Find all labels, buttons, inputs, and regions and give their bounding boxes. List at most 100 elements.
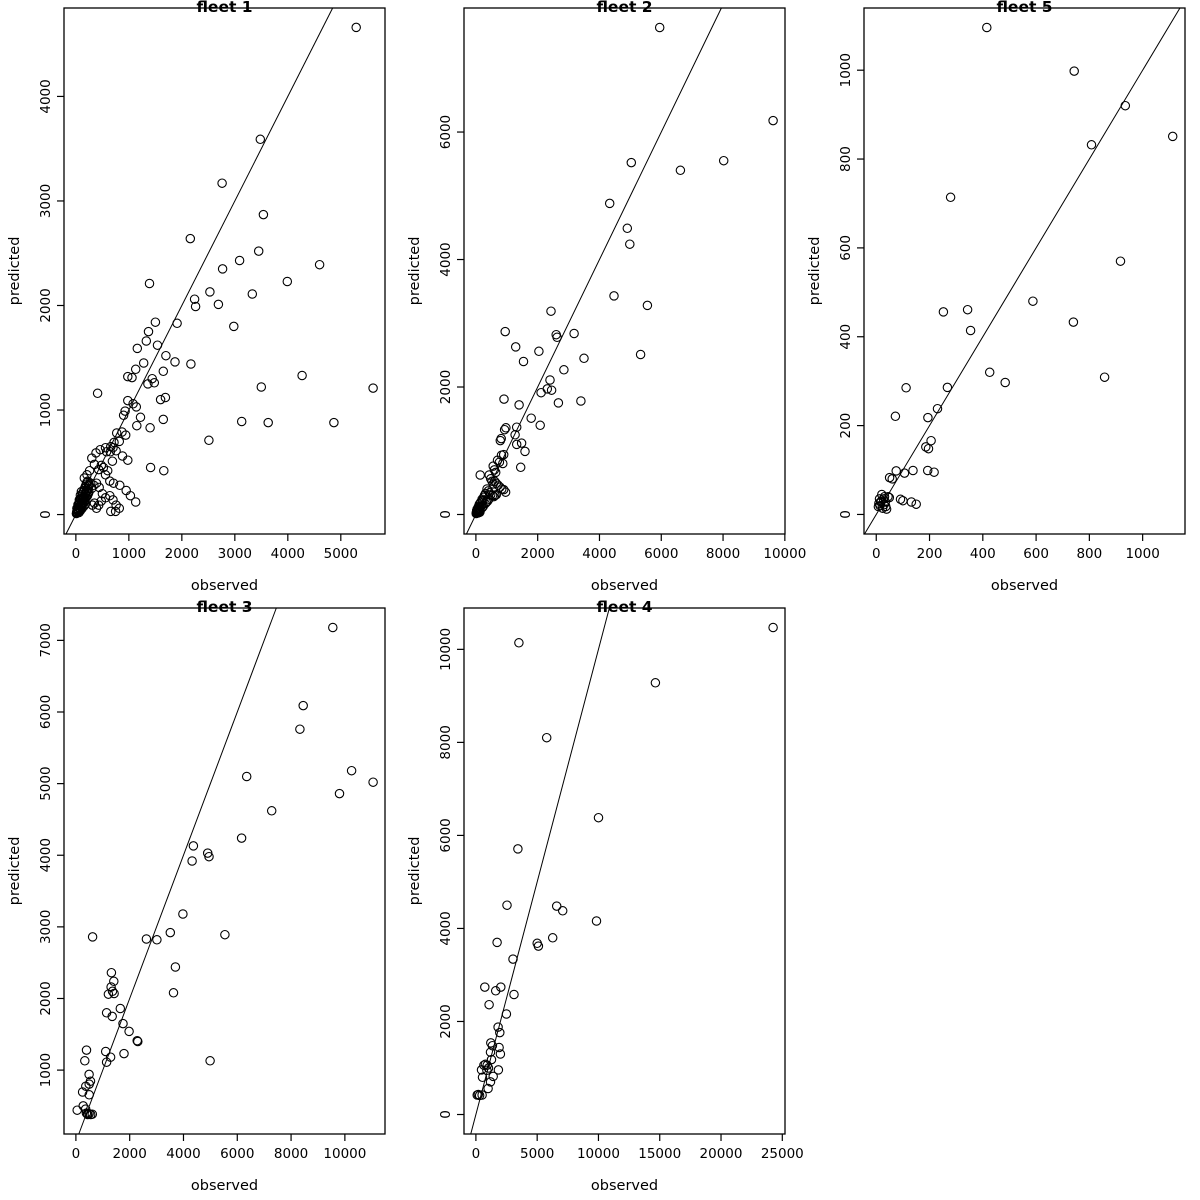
- data-point: [158, 366, 169, 377]
- x-tick-label: 25000: [761, 1146, 804, 1162]
- data-point: [495, 1027, 505, 1038]
- data-point: [135, 412, 146, 423]
- data-point: [87, 453, 97, 463]
- y-tick-label: 5000: [38, 766, 54, 800]
- data-point: [509, 989, 519, 1000]
- data-point: [536, 387, 546, 398]
- plot-box: [463, 607, 786, 1135]
- data-point: [170, 962, 181, 972]
- data-point: [138, 358, 149, 368]
- x-tick-label: 5000: [324, 546, 358, 562]
- data-point: [73, 499, 83, 510]
- data-point: [125, 490, 136, 501]
- data-point: [132, 343, 143, 354]
- data-point: [186, 359, 196, 369]
- data-point: [161, 350, 171, 361]
- data-point: [591, 916, 602, 926]
- data-point: [625, 239, 635, 249]
- y-tick-label: 1000: [38, 1053, 54, 1087]
- data-point: [205, 1056, 215, 1066]
- data-point: [160, 392, 171, 403]
- x-tick-label: 2000: [165, 546, 199, 562]
- data-point: [123, 371, 133, 382]
- data-point: [488, 1071, 498, 1082]
- data-point: [906, 497, 917, 507]
- data-point: [494, 1042, 504, 1053]
- data-point: [133, 1036, 143, 1047]
- data-point: [891, 466, 901, 476]
- data-point: [553, 398, 564, 408]
- data-point: [131, 402, 142, 412]
- data-point: [480, 982, 490, 992]
- data-point: [768, 115, 778, 126]
- data-point: [144, 278, 155, 289]
- data-point: [495, 435, 506, 446]
- data-point: [132, 1035, 142, 1046]
- y-tick-label: 0: [38, 510, 54, 519]
- y-tick-label: 2000: [438, 1004, 454, 1038]
- data-point: [899, 468, 910, 478]
- data-point: [984, 367, 995, 378]
- data-point: [120, 430, 131, 440]
- data-point: [141, 336, 152, 346]
- y-tick-label: 600: [838, 235, 854, 261]
- y-axis-label: predicted: [7, 837, 23, 906]
- data-point: [132, 420, 142, 431]
- y-tick-label: 200: [838, 413, 854, 439]
- data-point: [474, 1090, 485, 1101]
- data-point: [149, 378, 160, 388]
- data-point: [486, 1038, 496, 1048]
- data-point: [241, 771, 252, 782]
- data-point: [114, 436, 125, 447]
- panel-title: fleet 2: [596, 0, 652, 16]
- data-point: [187, 856, 197, 866]
- data-point: [152, 340, 163, 350]
- data-point: [604, 198, 615, 209]
- data-point: [1069, 66, 1079, 76]
- data-point: [492, 937, 502, 948]
- data-point: [982, 22, 992, 33]
- y-axis-label: predicted: [407, 837, 423, 906]
- data-point: [533, 941, 544, 951]
- x-tick-label: 600: [1023, 546, 1049, 562]
- x-tick-label: 0: [72, 1146, 81, 1162]
- x-tick-label: 200: [917, 546, 943, 562]
- identity-line: [65, 7, 334, 535]
- data-point: [168, 988, 179, 998]
- data-point: [81, 1081, 91, 1091]
- x-axis-label: observed: [591, 1178, 658, 1194]
- data-point: [143, 326, 154, 337]
- data-point: [508, 954, 518, 964]
- data-point: [510, 430, 520, 440]
- data-point: [502, 900, 512, 910]
- data-point: [576, 396, 586, 406]
- data-point: [482, 1065, 492, 1076]
- data-point: [123, 395, 133, 406]
- data-point: [111, 446, 121, 456]
- data-point: [622, 223, 633, 234]
- data-point: [77, 1087, 88, 1097]
- data-point: [75, 490, 86, 500]
- data-point: [368, 383, 378, 393]
- data-point: [545, 375, 555, 385]
- data-point: [501, 423, 511, 433]
- y-tick-label: 4000: [438, 242, 454, 276]
- y-tick-label: 4000: [38, 838, 54, 872]
- data-point: [185, 233, 196, 244]
- data-point: [205, 287, 215, 297]
- data-point: [1099, 372, 1110, 382]
- data-point: [883, 491, 893, 502]
- data-point: [128, 399, 138, 409]
- x-tick-label: 10000: [577, 1146, 620, 1162]
- x-axis-label: observed: [191, 578, 258, 594]
- data-point: [253, 246, 264, 256]
- data-point: [929, 467, 939, 477]
- data-point: [165, 927, 176, 938]
- data-point: [130, 497, 141, 507]
- data-point: [297, 370, 307, 381]
- data-point: [490, 467, 501, 478]
- data-point: [1000, 377, 1010, 388]
- x-tick-label: 1000: [1125, 546, 1159, 562]
- data-point: [234, 255, 245, 266]
- data-point: [515, 462, 526, 473]
